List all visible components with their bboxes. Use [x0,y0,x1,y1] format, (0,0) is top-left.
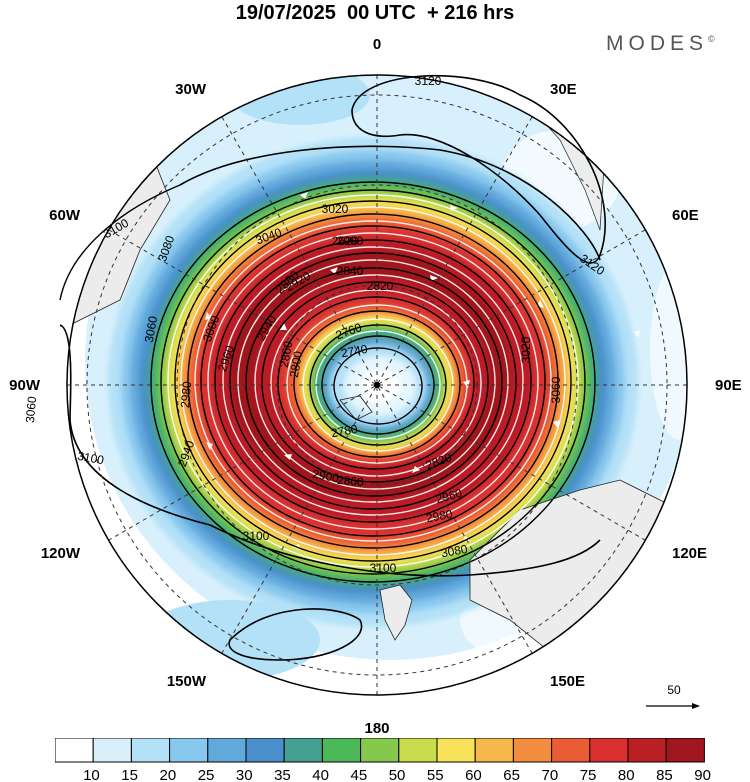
colorbar-cell [283,738,323,763]
contour-label: 3060 [549,376,563,403]
colorbar-cell [512,738,553,763]
label-60w: 60W [49,207,81,224]
colorbar-tick-label: 10 [83,767,100,782]
colorbar-cell [398,738,438,763]
contour-label: 2780 [330,422,359,440]
label-90w: 90W [9,377,41,394]
contour-label: 2800 [287,350,305,379]
modes-logo: MODES© [606,32,715,56]
colorbar-tick-label: 55 [427,767,444,782]
contour-label: 2900 [311,467,340,485]
label-120w: 120W [41,545,81,562]
colorbar-tick-label: 40 [312,767,329,782]
colorbar-tick-label: 85 [656,767,673,782]
colorbar-tick-label: 80 [618,767,635,782]
colorbar: 10 15 20 25 30 35 40 45 50 55 60 65 70 75 80 85 90 [55,738,711,782]
label-150w: 150W [167,673,207,690]
label-30w: 30W [175,81,207,98]
colorbar-cell [360,738,400,763]
label-120e: 120E [672,545,707,562]
colorbar-tick-label: 90 [694,767,711,782]
contour-label: 2840 [337,264,364,278]
colorbar-cell [627,738,667,763]
contour-label: 2980 [425,507,454,525]
label-30e: 30E [550,81,577,98]
colorbar-cell [55,738,94,763]
contour-label: 2740 [340,342,369,360]
colorbar-cell [589,738,629,763]
colorbar-tick-label: 75 [580,767,597,782]
contour-label: 3120 [415,74,442,88]
colorbar-tick-label: 50 [389,767,406,782]
wind-reference-value: 50 [667,683,681,697]
colorbar-cell [436,738,476,763]
colorbar-tick-label: 60 [465,767,482,782]
colorbar-tick-label: 70 [541,767,558,782]
contour-label: 2820 [367,279,394,293]
contour-label: 3060 [23,395,39,423]
colorbar-cell [551,738,591,763]
contour-label: 3020 [322,202,349,216]
reference-arrow-icon [646,703,700,709]
colorbar-ticks: 10 15 20 25 30 35 40 45 50 55 60 65 70 75 80 85 90 [83,767,711,782]
colorbar-cell [245,738,285,763]
label-150e: 150E [550,673,585,690]
colorbar-cells [55,738,705,763]
contour-label: 3100 [243,529,270,543]
colorbar-tick-label: 30 [236,767,253,782]
label-0: 0 [373,36,381,53]
contour-label: 3100 [370,561,397,575]
colorbar-cell [321,738,362,763]
graticule [67,75,687,695]
contour-label: 2620 [332,234,359,248]
chart-title: 19/07/2025 00 UTC + 216 hrs [235,2,515,24]
label-90e: 90E [715,377,742,394]
colorbar-tick-label: 35 [274,767,291,782]
colorbar-tick-label: 65 [503,767,520,782]
contour-label: 3100 [76,449,105,467]
colorbar-tick-label: 15 [121,767,138,782]
contour-label: 2860 [336,473,364,489]
label-60e: 60E [672,207,699,224]
map-border [66,74,688,696]
brand-text: MODES [606,32,709,55]
copyright-mark: © [708,34,715,44]
colorbar-tick-label: 45 [350,767,367,782]
contour-label: 2980 [178,380,194,408]
polar-map: 3120310030803060304030203000298029602940… [9,36,742,735]
contour-label: 3060 [142,315,160,344]
contour-label: 3080 [440,542,469,560]
label-180: 180 [364,720,389,735]
colorbar-tick-label: 20 [159,767,176,782]
colorbar-cell [130,738,171,763]
contour-label: 2860 [277,340,295,369]
colorbar-cell [169,738,209,763]
south-pole-marker [374,382,380,388]
contour-label: 3020 [519,336,533,363]
height-contours [59,75,606,661]
colorbar-tick-label: 25 [198,767,215,782]
colorbar-cell [207,738,247,763]
colorbar-cell [474,738,514,763]
colorbar-cell [665,738,705,763]
colorbar-cell [92,738,132,763]
contour-label: 2960 [434,486,464,507]
contour-label: 2900 [337,234,364,248]
